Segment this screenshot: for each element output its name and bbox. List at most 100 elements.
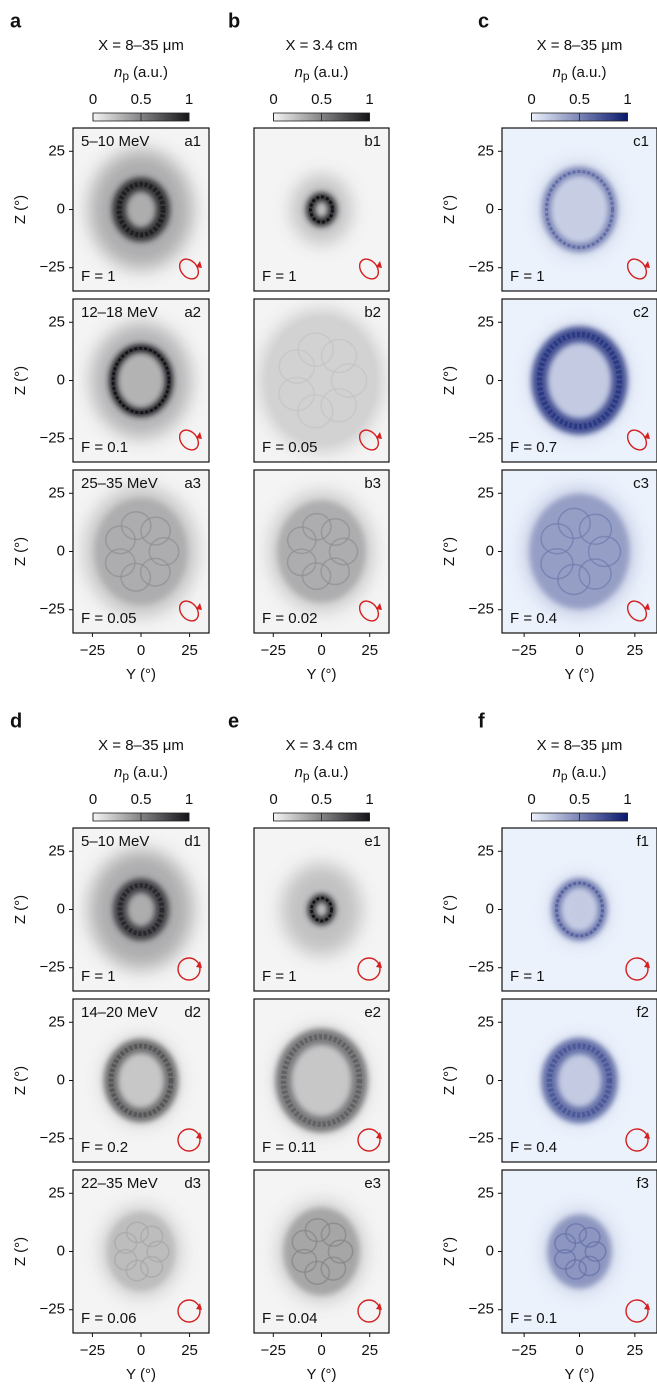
subscript: p [303,69,310,83]
y-tick-label: −25 [40,430,65,447]
x-axis-label: Y (°) [307,666,337,683]
panel-image [73,1170,209,1333]
panel-id: d3 [184,1175,201,1192]
colorbar-tick-label: 1 [365,91,373,108]
y-tick-label: 0 [486,1071,494,1088]
ring-core [545,170,614,249]
polarization [626,258,648,280]
polarization [625,1128,649,1152]
polarization [626,429,648,451]
polarization-arrow [376,603,382,610]
f-label: F = 0.05 [81,610,136,627]
polarization-arrow [644,1132,650,1139]
position-label: X = 8–35 μm [98,737,184,754]
panel-image [73,999,209,1162]
polarization [358,600,380,622]
cell [140,516,172,546]
cell [304,1217,331,1243]
cell [148,536,180,567]
y-axis-label: Z (°) [441,1237,458,1266]
panel-id: e2 [364,1004,381,1021]
y-tick-label: 25 [477,313,494,330]
panel-image [73,128,209,291]
y-tick-label: 25 [48,842,65,859]
cell [578,558,612,590]
x-tick-label: 0 [317,1342,325,1359]
f-label: F = 1 [81,968,116,985]
colorbar-label: np (a.u.) [114,764,168,783]
y-tick-label: 0 [486,900,494,917]
panel-image [254,828,389,991]
y-tick-label: −25 [469,959,494,976]
polarization [357,1299,381,1323]
panel-letter: f [478,710,485,732]
ring-core [536,331,623,430]
polarization-arrow [196,1303,202,1310]
halo [291,175,352,244]
polarization-arrow [196,261,202,268]
cell [320,517,351,546]
colorbar-tick-label: 1 [185,791,193,808]
y-tick-label: −25 [469,1301,494,1318]
cell [330,363,368,398]
x-tick-label: 0 [137,1342,145,1359]
y-axis-label: Z (°) [441,366,458,395]
colorbar-tick-label: 0.5 [131,791,152,808]
ring-core [116,181,166,238]
panel-id: b1 [364,133,381,150]
y-tick-label: 25 [48,484,65,501]
y-axis-label: Z (°) [12,1237,29,1266]
y-tick-label: 25 [477,1013,494,1030]
cell [120,511,152,541]
cell [540,548,574,580]
y-tick-label: 25 [477,142,494,159]
y-tick-label: 25 [48,1184,65,1201]
panel-image [502,999,657,1162]
disk [266,317,377,444]
panel-id: b2 [364,304,381,321]
cell [139,1255,164,1278]
panel-image [73,470,209,633]
y-tick-label: 25 [48,313,65,330]
panel-image [502,1170,657,1333]
subscript: p [122,69,129,83]
symbol: n [114,64,122,81]
y-tick-label: 0 [57,200,65,217]
panel-id: d1 [184,833,201,850]
polarization-arrow [376,261,382,268]
panel-frame [253,998,390,1163]
colorbar-tick-label: 0 [89,791,97,808]
cell [302,512,332,541]
panel-frame [253,127,390,292]
y-tick-label: 0 [57,1071,65,1088]
panel-id: a1 [184,133,201,150]
panel-letter: b [228,10,240,32]
panel-letter: c [478,10,489,32]
colorbar-label: np (a.u.) [552,64,606,83]
panel-id: c3 [633,475,649,492]
position-label: X = 8–35 μm [537,37,623,54]
colorbar-tick-label: 1 [623,791,631,808]
colorbar-label: np (a.u.) [294,764,348,783]
unit: (a.u.) [133,764,168,781]
x-tick-label: 25 [361,642,378,659]
cell [320,338,358,374]
x-tick-label: 25 [361,1342,378,1359]
cell [320,388,357,423]
ring-core [108,1043,174,1118]
panel-id: f2 [636,1004,649,1021]
polarization [625,957,649,981]
cell [286,548,317,577]
cell [140,1225,164,1248]
f-label: F = 1 [510,268,545,285]
x-tick-label: 25 [181,642,198,659]
cell [320,1222,347,1247]
cell [125,1221,150,1244]
panel-id: a2 [184,304,201,321]
cell [139,557,171,587]
x-tick-label: 0 [137,642,145,659]
ring-core [309,195,334,224]
x-tick-label: −25 [80,1342,105,1359]
colorbar-tick-label: 0 [269,91,277,108]
y-tick-label: −25 [40,959,65,976]
